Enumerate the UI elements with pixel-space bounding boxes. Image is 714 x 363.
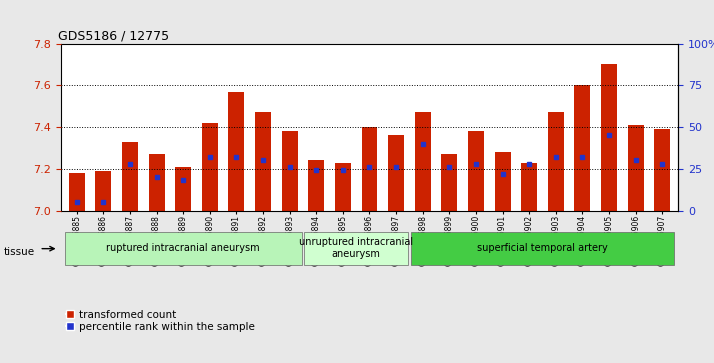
Bar (575, 85, 590, 211)
Bar (548, 113, 564, 211)
Bar (228, 91, 244, 211)
Bar (628, 125, 644, 211)
Bar (521, 163, 537, 211)
Bar (411, 232, 674, 265)
Bar (281, 131, 298, 211)
Bar (65, 232, 301, 265)
Legend: transformed count, percentile rank within the sample: transformed count, percentile rank withi… (66, 310, 256, 332)
Bar (415, 113, 431, 211)
Bar (654, 129, 670, 211)
Bar (202, 123, 218, 211)
Text: tissue: tissue (4, 247, 35, 257)
Text: GDS5186 / 12775: GDS5186 / 12775 (58, 29, 169, 42)
Bar (468, 131, 484, 211)
Bar (304, 232, 408, 265)
Bar (122, 142, 138, 211)
Bar (441, 154, 458, 211)
Text: unruptured intracranial
aneurysm: unruptured intracranial aneurysm (299, 237, 413, 259)
Bar (175, 167, 191, 211)
Bar (95, 171, 111, 211)
Bar (69, 173, 85, 211)
Bar (388, 135, 404, 211)
Bar (495, 152, 511, 211)
Bar (361, 127, 378, 211)
Bar (149, 154, 164, 211)
Text: ruptured intracranial aneurysm: ruptured intracranial aneurysm (106, 243, 260, 253)
Bar (601, 64, 617, 211)
Bar (308, 160, 324, 211)
Text: superficial temporal artery: superficial temporal artery (477, 243, 608, 253)
Bar (255, 113, 271, 211)
Bar (335, 163, 351, 211)
